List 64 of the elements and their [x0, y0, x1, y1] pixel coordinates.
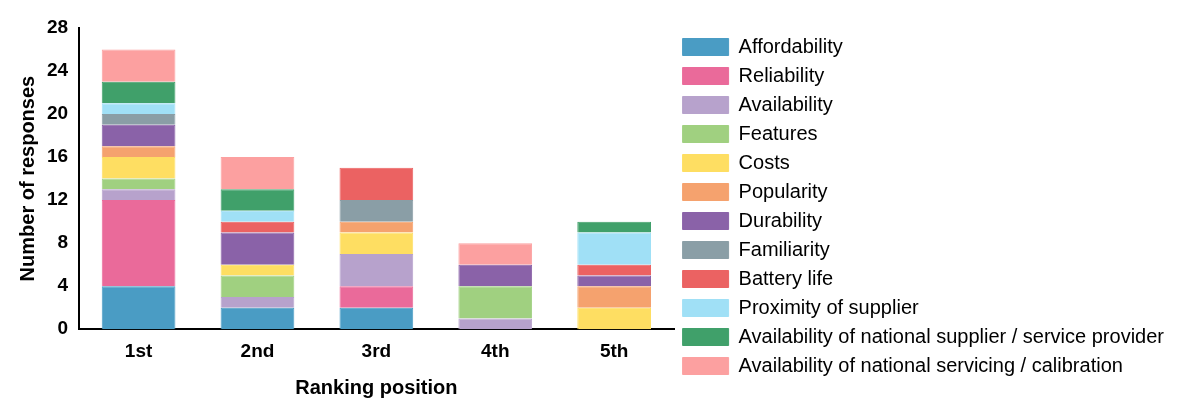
bar — [101, 200, 176, 287]
y-tick-label: 12 — [46, 188, 69, 210]
bar — [339, 307, 414, 330]
bar — [101, 81, 176, 104]
y-tick-label: 20 — [46, 102, 69, 124]
x-tick-label: 3rd — [361, 339, 392, 361]
bar — [577, 307, 652, 330]
x-tick-label: 4th — [481, 339, 510, 361]
x-axis-title: Ranking position — [295, 375, 458, 398]
bar — [339, 232, 414, 254]
x-tick-label: 5th — [599, 339, 629, 361]
bar — [220, 232, 295, 265]
bar — [339, 200, 414, 222]
legend-label: Reliability — [738, 63, 825, 86]
bar — [101, 146, 176, 158]
y-tick-label: 0 — [57, 317, 69, 339]
bar — [101, 49, 176, 82]
y-tick-label: 4 — [57, 274, 69, 296]
bar — [458, 264, 533, 287]
legend-label: Affordability — [738, 34, 843, 57]
bar — [339, 167, 414, 201]
bar — [220, 275, 295, 297]
bar — [101, 178, 176, 190]
y-tick-label: 16 — [46, 145, 69, 167]
bar — [339, 253, 414, 287]
legend-label: Durability — [738, 208, 822, 231]
bar — [101, 114, 176, 125]
y-axis-title: Number of responses — [15, 75, 38, 282]
bar — [577, 221, 652, 233]
legend-label: Costs — [738, 150, 790, 173]
bar — [339, 286, 414, 308]
legend-label: Proximity of supplier — [738, 295, 919, 318]
y-tick-label: 28 — [46, 16, 69, 38]
bar — [577, 264, 652, 276]
bar — [101, 103, 176, 115]
legend-label: Availability of national servicing / calibration — [738, 353, 1123, 376]
bar — [458, 243, 533, 265]
bar — [577, 275, 652, 287]
bar — [101, 124, 176, 147]
bar — [458, 318, 533, 330]
y-tick-label: 8 — [57, 231, 69, 253]
y-tick-label: 24 — [46, 59, 69, 81]
bar — [577, 232, 652, 265]
bar — [220, 296, 295, 308]
legend-label: Familiarity — [738, 237, 830, 260]
bar — [577, 286, 652, 308]
bar — [220, 307, 295, 330]
legend-label: Battery life — [738, 266, 834, 289]
bar — [101, 157, 176, 179]
bar — [101, 189, 176, 201]
bar — [458, 286, 533, 319]
bar — [339, 221, 414, 233]
bar — [220, 210, 295, 222]
x-tick-label: 2nd — [240, 339, 275, 361]
bar — [101, 286, 176, 330]
legend-label: Availability of national supplier / service provider — [738, 324, 1165, 347]
legend-label: Features — [738, 121, 818, 144]
x-tick-label: 1st — [124, 339, 153, 361]
legend-label: Availability — [738, 92, 833, 115]
bar — [220, 189, 295, 211]
bar — [220, 221, 295, 233]
legend-label: Popularity — [738, 179, 828, 202]
bar — [220, 264, 295, 276]
bar — [220, 157, 295, 190]
